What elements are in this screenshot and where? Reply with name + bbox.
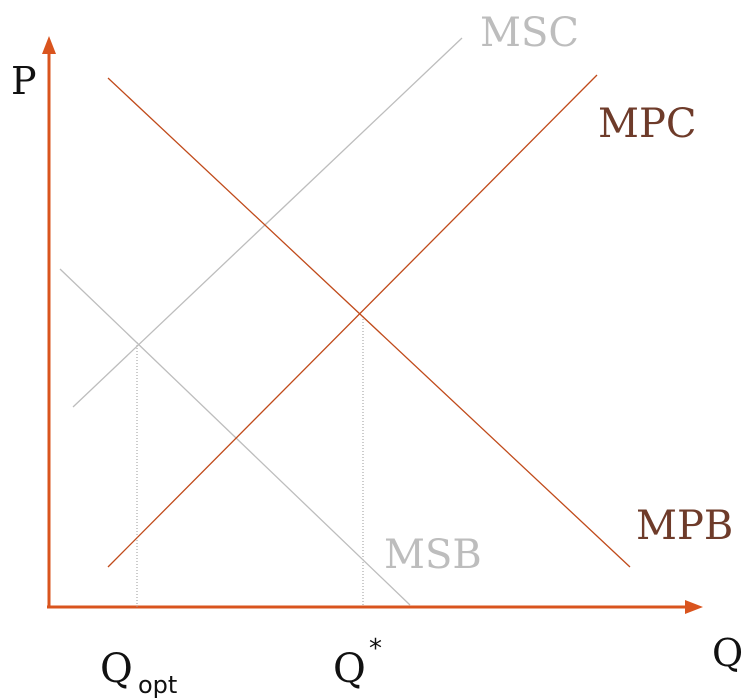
mpc-curve [107,74,598,568]
q-star-label: Q * [333,634,382,692]
q-star-base: Q [333,646,366,692]
q-opt-label: Q opt [100,646,177,699]
q-star-superscript: * [369,634,382,664]
msb-curve [59,268,411,606]
axes [42,36,703,614]
x-axis-arrowhead [685,600,703,614]
y-axis-label: P [11,59,37,103]
msc-label: MSC [480,10,579,56]
y-axis-arrowhead [42,36,56,54]
mpb-curve [107,77,631,568]
msb-label: MSB [384,532,482,578]
msc-curve [72,37,463,408]
x-axis-label: Q [712,631,743,675]
mpc-label: MPC [598,101,696,147]
q-opt-subscript: opt [138,671,177,699]
mpb-label: MPB [636,503,733,549]
q-opt-base: Q [100,646,133,692]
